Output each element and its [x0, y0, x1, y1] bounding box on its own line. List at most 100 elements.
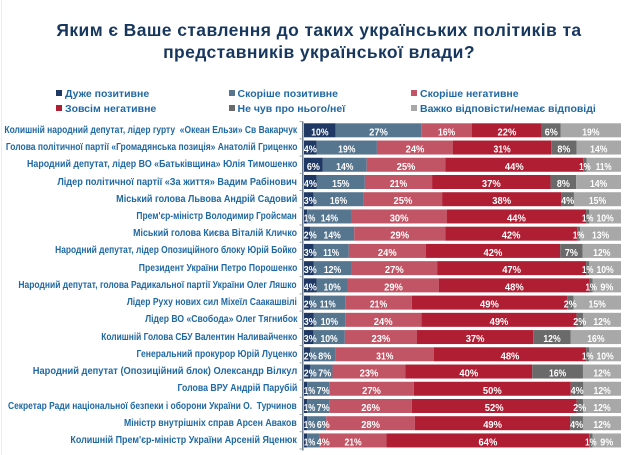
svg-text:4%: 4%	[571, 386, 584, 397]
svg-text:7%: 7%	[565, 248, 578, 259]
svg-text:1%: 1%	[582, 213, 594, 224]
svg-text:14%: 14%	[321, 213, 338, 224]
svg-text:42%: 42%	[502, 231, 521, 242]
svg-text:27%: 27%	[362, 386, 381, 397]
svg-text:3%: 3%	[304, 334, 317, 345]
svg-text:9%: 9%	[600, 437, 613, 448]
svg-text:42%: 42%	[484, 248, 503, 259]
svg-text:1%: 1%	[585, 282, 597, 293]
svg-text:44%: 44%	[505, 162, 524, 173]
svg-text:12%: 12%	[593, 369, 610, 380]
svg-text:12%: 12%	[593, 248, 610, 259]
svg-text:40%: 40%	[459, 369, 478, 380]
svg-text:49%: 49%	[490, 317, 509, 328]
svg-text:10%: 10%	[596, 351, 613, 362]
svg-text:1%: 1%	[304, 437, 316, 448]
svg-text:16%: 16%	[438, 127, 455, 138]
svg-text:7%: 7%	[317, 386, 330, 397]
svg-text:2%: 2%	[304, 300, 317, 311]
svg-text:31%: 31%	[376, 351, 393, 362]
svg-text:1%: 1%	[579, 162, 591, 173]
svg-text:10%: 10%	[321, 317, 338, 328]
svg-text:15%: 15%	[589, 196, 606, 207]
svg-text:6%: 6%	[307, 162, 320, 173]
svg-text:28%: 28%	[361, 420, 380, 431]
svg-text:3%: 3%	[304, 265, 317, 276]
svg-text:19%: 19%	[338, 145, 355, 156]
svg-text:1%: 1%	[573, 231, 585, 242]
svg-text:19%: 19%	[582, 127, 599, 138]
svg-text:24%: 24%	[374, 317, 393, 328]
svg-text:1%: 1%	[304, 403, 316, 414]
svg-text:14%: 14%	[336, 162, 353, 173]
svg-text:15%: 15%	[589, 300, 606, 311]
svg-text:12%: 12%	[593, 317, 610, 328]
svg-text:4%: 4%	[304, 179, 317, 190]
svg-text:1%: 1%	[304, 213, 316, 224]
svg-text:1%: 1%	[304, 386, 316, 397]
svg-text:49%: 49%	[483, 420, 502, 431]
svg-text:1%: 1%	[304, 420, 316, 431]
svg-text:2%: 2%	[304, 351, 317, 362]
svg-text:21%: 21%	[370, 300, 387, 311]
svg-text:12%: 12%	[594, 386, 611, 397]
svg-text:2%: 2%	[304, 369, 317, 380]
svg-text:44%: 44%	[507, 213, 526, 224]
svg-text:47%: 47%	[502, 265, 521, 276]
svg-text:11%: 11%	[323, 248, 339, 259]
svg-text:14%: 14%	[590, 179, 607, 190]
svg-text:11%: 11%	[596, 162, 612, 173]
svg-text:37%: 37%	[482, 179, 501, 190]
svg-text:31%: 31%	[493, 145, 510, 156]
svg-text:6%: 6%	[545, 127, 558, 138]
svg-text:25%: 25%	[397, 162, 416, 173]
svg-text:2%: 2%	[564, 300, 577, 311]
svg-text:16%: 16%	[549, 369, 566, 380]
svg-text:6%: 6%	[317, 420, 330, 431]
svg-text:27%: 27%	[369, 127, 388, 138]
svg-text:12%: 12%	[543, 334, 560, 345]
svg-text:12%: 12%	[324, 265, 341, 276]
svg-text:7%: 7%	[318, 369, 331, 380]
svg-text:10%: 10%	[324, 282, 341, 293]
svg-text:8%: 8%	[318, 351, 331, 362]
svg-text:4%: 4%	[304, 145, 317, 156]
svg-text:12%: 12%	[593, 403, 610, 414]
svg-text:14%: 14%	[324, 231, 341, 242]
svg-text:2%: 2%	[573, 317, 586, 328]
svg-text:16%: 16%	[587, 334, 604, 345]
svg-text:21%: 21%	[344, 437, 361, 448]
svg-text:38%: 38%	[492, 196, 511, 207]
svg-text:8%: 8%	[557, 145, 570, 156]
svg-text:13%: 13%	[592, 231, 609, 242]
svg-text:2%: 2%	[304, 231, 317, 242]
svg-text:3%: 3%	[304, 317, 317, 328]
svg-text:10%: 10%	[596, 265, 613, 276]
svg-text:50%: 50%	[483, 386, 502, 397]
svg-text:4%: 4%	[317, 437, 330, 448]
svg-text:4%: 4%	[561, 196, 574, 207]
svg-text:10%: 10%	[596, 213, 613, 224]
svg-text:24%: 24%	[406, 145, 425, 156]
svg-text:21%: 21%	[390, 179, 407, 190]
svg-text:27%: 27%	[385, 265, 404, 276]
svg-text:11%: 11%	[320, 300, 336, 311]
svg-text:48%: 48%	[505, 282, 524, 293]
svg-text:24%: 24%	[378, 248, 397, 259]
svg-text:10%: 10%	[320, 334, 337, 345]
svg-text:9%: 9%	[600, 282, 613, 293]
svg-text:23%: 23%	[360, 369, 379, 380]
svg-text:4%: 4%	[304, 282, 317, 293]
svg-text:48%: 48%	[501, 351, 520, 362]
svg-text:1%: 1%	[582, 351, 594, 362]
svg-text:26%: 26%	[361, 403, 380, 414]
svg-text:14%: 14%	[590, 145, 607, 156]
svg-text:30%: 30%	[390, 213, 409, 224]
svg-text:15%: 15%	[332, 179, 349, 190]
svg-text:3%: 3%	[304, 196, 317, 207]
svg-text:1%: 1%	[582, 265, 594, 276]
svg-text:8%: 8%	[557, 179, 570, 190]
svg-text:12%: 12%	[593, 420, 610, 431]
svg-text:2%: 2%	[573, 403, 586, 414]
svg-text:4%: 4%	[570, 420, 583, 431]
